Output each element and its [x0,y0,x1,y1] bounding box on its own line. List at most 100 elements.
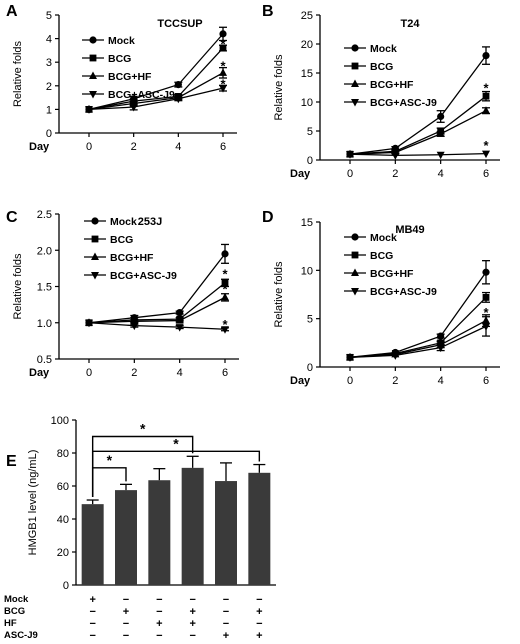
y-axis-label: Relative folds [273,54,285,121]
legend-label: BCG [108,53,131,65]
x-axis-label: Day [29,141,50,153]
significance-star: * [483,138,489,153]
bar [81,504,104,585]
treatment-sign: − [89,630,95,642]
data-point [437,332,445,340]
y-tick-label: 10 [301,97,313,109]
data-point [437,112,445,121]
treatment-sign: − [189,630,195,642]
y-tick-label: 0 [63,580,69,592]
legend-label: BCG+HF [370,79,414,91]
treatment-label: HF [4,618,17,629]
chart-title: MB49 [395,224,424,236]
x-tick-label: 2 [392,168,398,180]
y-tick-label: 1.5 [37,282,52,294]
y-axis-label: Relative folds [12,40,24,107]
bar [181,467,204,585]
bar [115,490,137,585]
treatment-sign: − [89,606,95,618]
data-point [129,104,138,112]
y-tick-label: 4 [46,34,52,46]
legend-label: Mock [108,35,135,47]
series-line-bcg-asc-j9 [349,325,487,358]
data-point [221,250,229,258]
data-point [436,151,445,160]
x-axis-label: Day [290,168,311,180]
panel-letter: A [6,3,18,20]
panel-letter: C [6,209,18,226]
y-tick-label: 0 [46,128,52,140]
treatment-label: ASC-J9 [4,630,38,641]
y-axis-label: HMGB1 level (ng/mL) [27,450,39,556]
treatment-sign: − [89,618,95,630]
data-point [174,95,183,104]
treatment-sign: + [123,606,129,618]
treatment-sign: − [156,630,162,642]
significance-star: * [483,305,489,320]
series-line-bcg-asc-j9 [88,87,224,111]
chart-title: TCCSUP [157,18,202,30]
x-axis-label: Day [29,367,50,379]
data-point [221,279,229,287]
data-point [221,292,229,301]
legend-marker [91,252,99,260]
data-point [482,106,490,114]
data-point [346,354,354,362]
legend-marker [351,79,359,87]
y-tick-label: 2.0 [37,245,52,257]
y-tick-label: 40 [57,514,69,526]
bar [215,481,237,585]
chart-title: T24 [401,18,421,30]
y-tick-label: 15 [301,217,313,229]
data-point [85,106,93,114]
treatment-sign: + [256,630,262,642]
legend-marker [89,71,97,79]
legend-marker [351,288,359,296]
legend-label: BCG+ASC-J9 [110,270,177,282]
treatment-sign: − [256,618,262,630]
data-point [219,30,227,38]
data-point [436,129,445,137]
significance-star: * [220,36,226,51]
y-axis-label: Relative folds [273,261,285,328]
significance-star: * [222,317,228,332]
legend-label: BCG+HF [110,252,154,264]
treatment-sign: − [156,594,162,606]
data-point [219,68,227,76]
legend-marker [351,233,359,241]
y-tick-label: 80 [57,448,69,460]
legend-marker [89,54,97,62]
y-tick-label: 15 [301,68,313,80]
data-point [482,323,490,331]
y-tick-label: 20 [301,39,313,51]
legend-label: BCG+HF [370,268,414,280]
significance-star: * [222,266,228,281]
series-line-mock [88,253,226,324]
y-tick-label: 0.5 [37,354,52,366]
significance-star: * [140,421,146,437]
data-point [219,85,227,93]
legend-label: Mock [370,43,397,55]
legend-label: BCG+ASC-J9 [370,286,437,298]
significance-star: * [483,81,489,96]
legend-label: BCG [370,250,393,262]
series-line-mock [349,55,487,155]
treatment-sign: − [189,594,195,606]
data-point [85,319,93,328]
x-tick-label: 6 [483,375,489,387]
series-line-bcg-hf [349,110,487,155]
data-point [175,324,184,332]
x-tick-label: 2 [392,375,398,387]
y-tick-label: 5 [46,10,52,22]
legend-label: BCG [110,234,133,246]
treatment-sign: + [89,594,95,606]
series-line-bcg-asc-j9 [88,322,226,330]
legend-label: BCG [370,61,393,73]
series-line-bcg [88,47,224,111]
data-point [482,268,490,276]
x-tick-label: 4 [177,367,183,379]
legend-label: BCG+ASC-J9 [108,89,175,101]
data-point [130,316,139,325]
x-axis-label: Day [290,375,311,387]
treatment-sign: − [123,618,129,630]
